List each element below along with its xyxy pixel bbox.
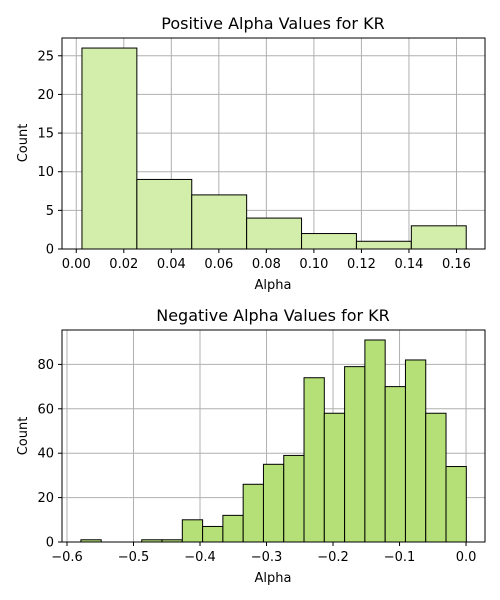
bars — [81, 47, 467, 250]
axes-frame — [61, 329, 486, 543]
x-tick-label: 0.0 — [456, 550, 477, 565]
x-tick-label: 0.16 — [442, 257, 471, 272]
y-tick-label: 25 — [37, 49, 54, 64]
histogram-bar — [81, 47, 138, 250]
y-tick-label: 60 — [37, 402, 54, 417]
histogram-bar — [181, 519, 204, 543]
x-tick-label: −0.2 — [317, 550, 349, 565]
y-tick-label: 0 — [46, 243, 54, 258]
x-tick-label: 0.12 — [347, 257, 376, 272]
histogram-bar — [344, 366, 366, 543]
x-tick-label: 0.08 — [252, 257, 281, 272]
y-tick-label: 80 — [37, 358, 54, 373]
x-tick-label: 0.02 — [109, 257, 138, 272]
x-tick-label: 0.00 — [62, 257, 91, 272]
chart-title: Negative Alpha Values for KR — [156, 306, 390, 325]
histogram-bar — [425, 412, 447, 543]
y-tick-label: 15 — [37, 127, 54, 142]
y-ticks: 0 5 10 15 20 25 — [37, 49, 62, 258]
histogram-bar — [384, 386, 406, 543]
x-tick-label: −0.6 — [51, 550, 83, 565]
y-tick-label: 40 — [37, 447, 54, 462]
chart-title: Positive Alpha Values for KR — [161, 14, 384, 33]
x-axis-label: Alpha — [255, 571, 292, 586]
histogram-bar — [242, 483, 264, 543]
histogram-bar — [283, 454, 305, 543]
x-axis-label: Alpha — [255, 278, 292, 293]
bars — [80, 339, 467, 543]
axes-frame — [61, 37, 486, 250]
histogram-bar — [202, 525, 224, 543]
x-tick-label: −0.4 — [184, 550, 216, 565]
histogram-bar — [136, 178, 193, 250]
y-tick-label: 20 — [37, 88, 54, 103]
x-tick-label: 0.06 — [204, 257, 233, 272]
histogram-bar — [355, 240, 412, 250]
positive-alpha-histogram: Positive Alpha Values for KR 0.00 0.02 0.0… — [16, 14, 486, 293]
histogram-bar — [410, 225, 467, 250]
y-tick-label: 10 — [37, 165, 54, 180]
y-ticks: 0 20 40 60 80 — [37, 358, 62, 551]
histogram-bar — [222, 514, 244, 543]
x-tick-label: −0.3 — [251, 550, 283, 565]
y-axis-label: Count — [16, 124, 31, 163]
x-tick-label: 0.14 — [394, 257, 423, 272]
x-ticks: −0.6 −0.5 −0.4 −0.3 −0.2 −0.1 0.0 — [51, 542, 476, 565]
negative-alpha-histogram: Negative Alpha Values for KR −0.6 −0.5 −0.… — [16, 306, 486, 586]
histogram-bar — [364, 339, 386, 543]
x-tick-label: 0.10 — [299, 257, 328, 272]
histogram-bar — [301, 233, 357, 250]
histogram-bar — [445, 466, 467, 543]
x-tick-label: 0.04 — [157, 257, 186, 272]
histogram-bar — [246, 217, 303, 250]
histogram-bar — [303, 377, 325, 543]
histogram-bar — [262, 463, 285, 543]
x-tick-label: −0.5 — [118, 550, 150, 565]
x-ticks: 0.00 0.02 0.04 0.06 0.08 0.10 0.12 0.14 0.16 — [62, 249, 471, 272]
histogram-bar — [404, 359, 427, 543]
histogram-bar — [191, 194, 248, 250]
y-tick-label: 20 — [37, 491, 54, 506]
x-tick-label: −0.1 — [384, 550, 416, 565]
histogram-bar — [323, 412, 346, 543]
y-tick-label: 5 — [46, 204, 54, 219]
y-tick-label: 0 — [46, 536, 54, 551]
y-axis-label: Count — [16, 417, 31, 456]
